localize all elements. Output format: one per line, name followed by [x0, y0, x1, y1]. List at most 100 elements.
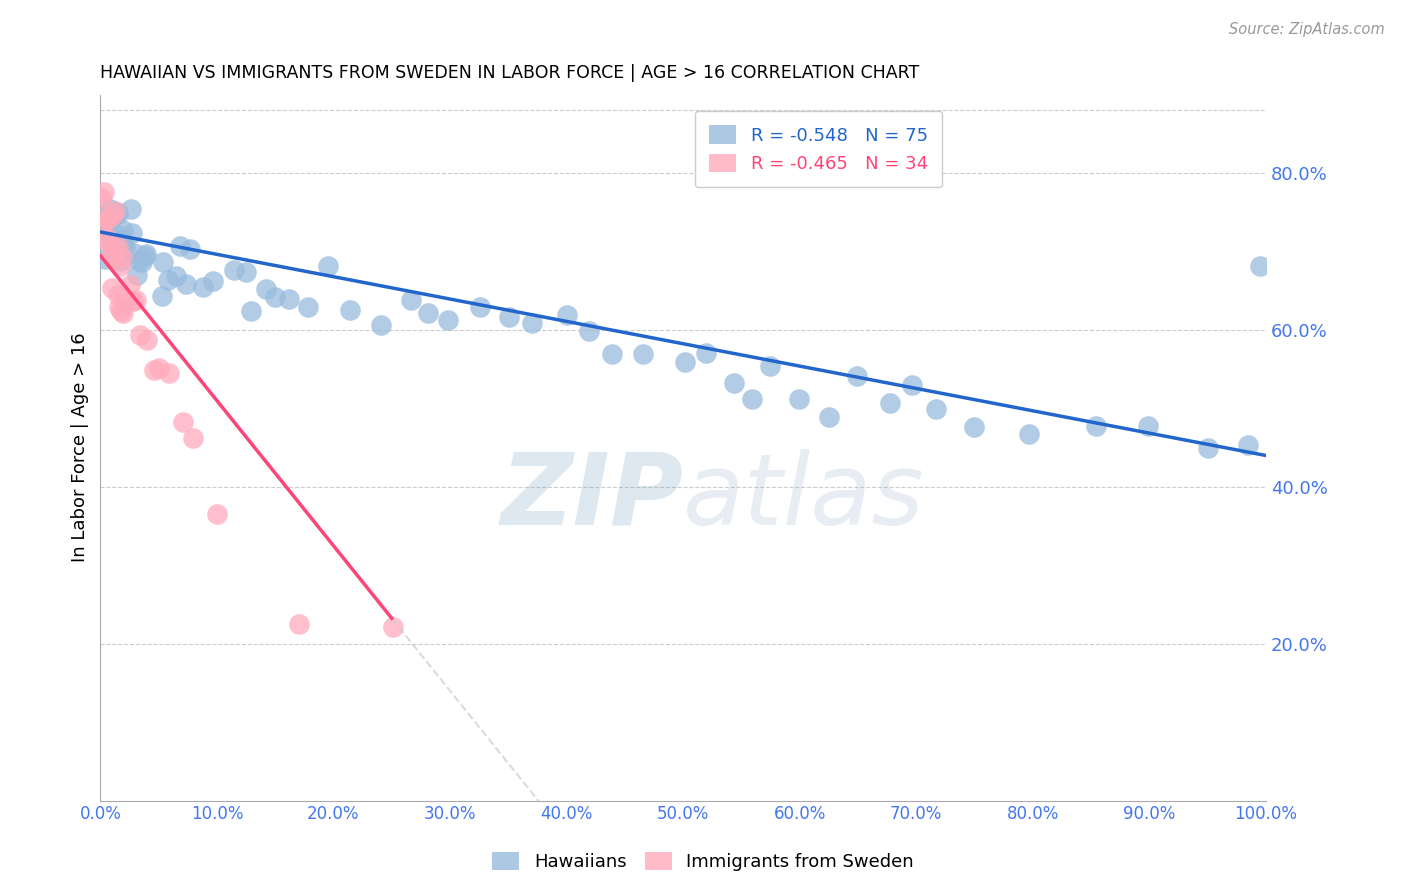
Point: [879, 396, 901, 410]
Point: [101, 251, 124, 265]
Point: [152, 254, 174, 268]
Point: [179, 242, 201, 256]
Point: [94, 211, 117, 225]
Point: [110, 259, 132, 273]
Point: [104, 251, 127, 265]
Point: [578, 324, 600, 338]
Point: [758, 359, 780, 373]
Point: [98, 202, 121, 216]
Point: [93, 185, 115, 199]
Point: [93, 252, 115, 266]
Point: [416, 306, 439, 320]
Point: [97, 225, 120, 239]
Point: [97, 229, 120, 244]
Point: [111, 234, 134, 248]
Point: [235, 265, 257, 279]
Point: [107, 206, 129, 220]
Point: [104, 242, 127, 256]
Point: [297, 301, 319, 315]
Text: HAWAIIAN VS IMMIGRANTS FROM SWEDEN IN LABOR FORCE | AGE > 16 CORRELATION CHART: HAWAIIAN VS IMMIGRANTS FROM SWEDEN IN LA…: [100, 64, 920, 82]
Point: [176, 277, 198, 292]
Point: [845, 369, 868, 384]
Point: [181, 431, 204, 445]
Point: [91, 216, 114, 230]
Point: [631, 347, 654, 361]
Point: [222, 263, 245, 277]
Point: [1085, 419, 1108, 434]
Point: [557, 308, 579, 322]
Point: [105, 205, 128, 219]
Point: [370, 318, 392, 332]
Point: [401, 293, 423, 308]
Point: [165, 268, 187, 283]
Point: [104, 234, 127, 248]
Point: [101, 208, 124, 222]
Point: [437, 312, 460, 326]
Text: ZIP: ZIP: [501, 449, 683, 546]
Point: [135, 333, 157, 347]
Point: [93, 220, 115, 235]
Point: [818, 409, 841, 424]
Point: [129, 327, 152, 342]
Point: [94, 210, 117, 224]
Point: [122, 293, 145, 308]
Point: [101, 281, 124, 295]
Point: [107, 288, 129, 302]
Legend: R = -0.548   N = 75, R = -0.465   N = 34: R = -0.548 N = 75, R = -0.465 N = 34: [695, 111, 942, 187]
Point: [498, 310, 520, 324]
Point: [468, 300, 491, 314]
Point: [316, 259, 339, 273]
Y-axis label: In Labor Force | Age > 16: In Labor Force | Age > 16: [72, 333, 89, 563]
Point: [108, 300, 131, 314]
Point: [127, 268, 149, 282]
Point: [600, 347, 623, 361]
Point: [1249, 259, 1271, 273]
Point: [122, 245, 145, 260]
Point: [107, 240, 129, 254]
Point: [121, 226, 143, 240]
Text: atlas: atlas: [683, 449, 925, 546]
Point: [107, 227, 129, 242]
Point: [114, 240, 136, 254]
Point: [157, 366, 180, 380]
Point: [110, 304, 132, 318]
Point: [382, 620, 405, 634]
Point: [156, 273, 179, 287]
Point: [239, 304, 262, 318]
Point: [1236, 438, 1258, 452]
Point: [101, 239, 124, 253]
Point: [111, 306, 134, 320]
Point: [1018, 427, 1040, 442]
Point: [207, 507, 229, 521]
Point: [520, 316, 543, 330]
Point: [1197, 441, 1219, 455]
Point: [128, 253, 150, 268]
Point: [131, 255, 153, 269]
Point: [148, 360, 170, 375]
Legend: Hawaiians, Immigrants from Sweden: Hawaiians, Immigrants from Sweden: [485, 845, 921, 879]
Point: [134, 249, 156, 263]
Point: [150, 288, 173, 302]
Point: [111, 250, 134, 264]
Point: [169, 238, 191, 252]
Point: [90, 191, 112, 205]
Point: [104, 204, 127, 219]
Point: [277, 292, 299, 306]
Point: [100, 247, 122, 261]
Point: [789, 392, 811, 407]
Point: [263, 290, 285, 304]
Point: [673, 355, 696, 369]
Point: [925, 402, 948, 417]
Point: [135, 246, 157, 260]
Point: [288, 617, 311, 632]
Point: [97, 218, 120, 232]
Point: [741, 392, 763, 406]
Point: [695, 346, 717, 360]
Point: [191, 280, 214, 294]
Point: [256, 282, 278, 296]
Point: [104, 244, 127, 259]
Point: [201, 274, 224, 288]
Point: [90, 219, 112, 233]
Point: [723, 376, 745, 390]
Point: [172, 415, 194, 429]
